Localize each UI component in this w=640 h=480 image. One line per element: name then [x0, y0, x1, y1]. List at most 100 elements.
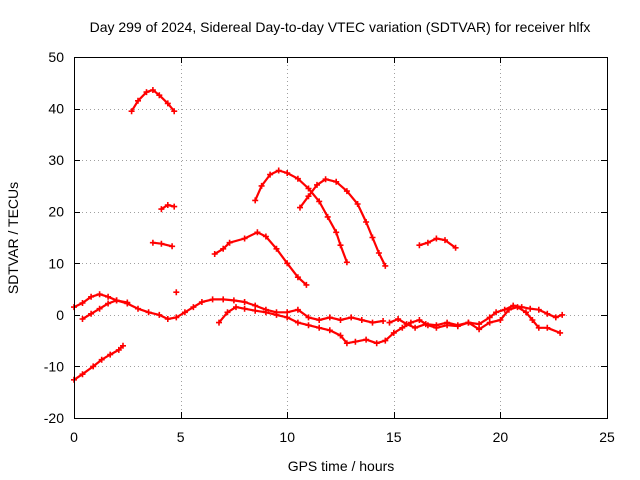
data-point [399, 324, 406, 331]
data-point [333, 229, 340, 236]
series-arc-7 [416, 235, 459, 251]
data-point [497, 317, 504, 323]
data-point [158, 206, 165, 213]
series-arc-4 [211, 229, 310, 288]
data-point [124, 299, 131, 306]
data-point [416, 242, 423, 249]
data-point [552, 314, 559, 321]
data-point [171, 108, 178, 115]
data-point [135, 97, 141, 104]
data-point [337, 242, 344, 249]
data-point [88, 293, 95, 300]
data-point [486, 319, 493, 326]
data-point [252, 307, 259, 314]
data-point [258, 182, 265, 189]
data-point [416, 317, 423, 323]
data-point [316, 198, 323, 205]
data-point [380, 318, 387, 324]
data-point [386, 319, 393, 326]
data-point [262, 233, 269, 240]
data-point [510, 302, 517, 309]
data-point [294, 274, 301, 281]
data-point [107, 351, 114, 358]
data-point [198, 299, 205, 305]
series-arc-9 [71, 342, 126, 383]
series-arc-10 [71, 291, 387, 326]
data-point [79, 316, 86, 322]
data-point [324, 213, 331, 220]
y-tick-label: 40 [48, 101, 64, 117]
data-point [358, 317, 365, 323]
data-point [220, 245, 227, 252]
data-point [156, 92, 163, 99]
data-point [544, 324, 551, 331]
data-point [535, 306, 542, 313]
data-point [149, 87, 156, 93]
data-point [363, 219, 370, 225]
x-tick-label: 25 [599, 429, 615, 445]
tick-labels: 0 5 10 15 20 25 -20 -10 0 10 20 30 40 50 [44, 49, 615, 445]
series-arc-5 [252, 167, 350, 266]
data-point [373, 340, 380, 347]
data-point [314, 181, 320, 188]
data-point [241, 305, 248, 312]
data-point [241, 299, 248, 305]
data-point [79, 300, 86, 306]
data-point [284, 260, 291, 267]
y-tick-label: 50 [48, 49, 64, 65]
data-point [535, 324, 542, 331]
data-point [444, 319, 451, 326]
series-line [254, 169, 348, 264]
data-point [90, 363, 97, 370]
data-point [454, 322, 461, 329]
y-tick-label: -10 [44, 358, 64, 374]
y-tick-label: 10 [48, 255, 64, 271]
data-point [305, 322, 312, 329]
chart-title: Day 299 of 2024, Sidereal Day-to-day VTE… [90, 19, 591, 35]
y-axis-label: SDTVAR / TECUs [5, 182, 21, 294]
axis-ticks [74, 57, 607, 418]
series-arc-3 [149, 239, 176, 250]
data-point [135, 305, 141, 312]
x-tick-label: 10 [279, 429, 295, 445]
grid-lines [74, 57, 607, 418]
data-point [529, 317, 536, 323]
data-point [557, 329, 564, 336]
data-point [241, 235, 248, 242]
data-point [267, 171, 274, 178]
data-point [113, 297, 120, 304]
y-tick-label: 20 [48, 204, 64, 220]
data-point [284, 309, 291, 316]
data-point [297, 204, 303, 211]
data-point [501, 306, 508, 313]
data-point [115, 346, 122, 353]
x-axis-label: GPS time / hours [288, 458, 395, 474]
data-point [224, 309, 231, 316]
data-point [486, 314, 493, 321]
data-point [171, 203, 178, 210]
x-tick-label: 5 [177, 429, 185, 445]
data-point [559, 311, 566, 318]
data-point [433, 235, 440, 242]
y-tick-label: 30 [48, 152, 64, 168]
data-point [305, 193, 312, 200]
series-arc-2 [158, 202, 178, 213]
data-point [333, 178, 340, 185]
data-point [395, 316, 402, 322]
plot-frame [74, 57, 608, 419]
data-point [254, 229, 261, 236]
data-point [164, 202, 171, 208]
data-point [294, 319, 301, 326]
data-point [343, 259, 350, 266]
data-point [275, 167, 282, 174]
data-point [305, 314, 312, 321]
data-point [273, 245, 280, 252]
data-point [169, 243, 176, 250]
data-point [476, 326, 483, 333]
data-point [382, 262, 389, 269]
data-point [233, 304, 239, 311]
data-point [262, 309, 269, 316]
data-point [79, 371, 86, 378]
data-point [252, 302, 259, 309]
